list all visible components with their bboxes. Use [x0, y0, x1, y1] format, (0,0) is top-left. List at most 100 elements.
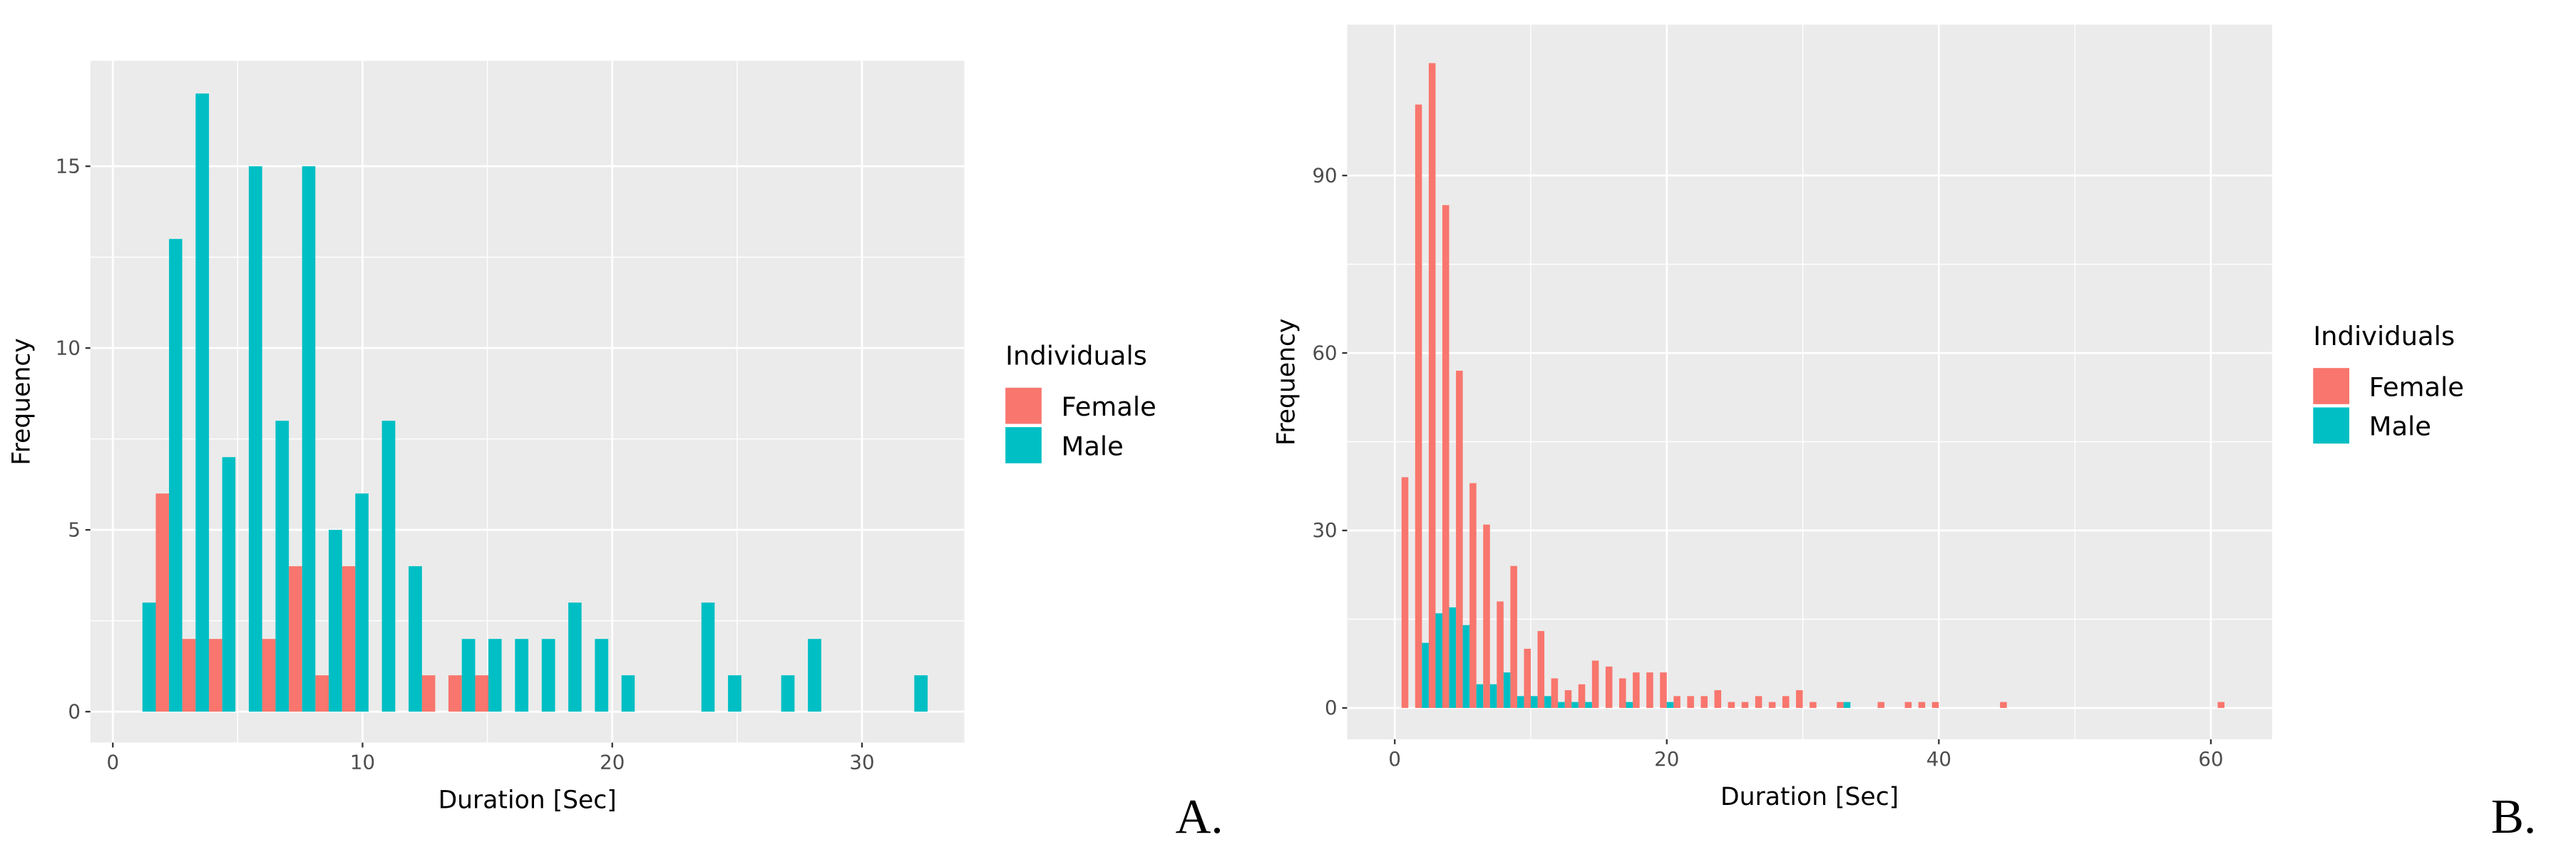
bar: [1605, 666, 1613, 708]
legend-label: Female: [1062, 391, 1156, 422]
legend-label: Male: [2369, 411, 2431, 442]
y-axis-title: Frequency: [7, 338, 36, 465]
bar: [155, 493, 170, 712]
bar: [1591, 660, 1599, 708]
legend-key: [2313, 407, 2350, 444]
bar: [1755, 696, 1762, 708]
bar: [169, 239, 183, 712]
bar: [1524, 648, 1531, 708]
legend-title: Individuals: [1005, 341, 1147, 371]
bar: [808, 639, 821, 712]
bar: [1837, 702, 1844, 708]
y-tick-label: 10: [56, 336, 81, 359]
x-tick-label: 40: [1926, 747, 1951, 771]
bar: [1530, 696, 1538, 708]
bar: [1456, 370, 1463, 708]
y-tick-label: 15: [56, 154, 81, 178]
bar: [409, 566, 422, 712]
bar: [1428, 63, 1436, 708]
bar: [1660, 672, 1667, 708]
bar: [275, 421, 289, 712]
bar: [355, 493, 369, 712]
y-tick-label: 0: [1325, 696, 1338, 719]
bar: [1497, 601, 1504, 708]
bar: [475, 675, 489, 712]
bar: [1571, 702, 1579, 708]
bar: [701, 602, 715, 712]
bar: [2217, 702, 2225, 708]
bar: [1537, 631, 1545, 708]
legend-label: Female: [2369, 371, 2464, 402]
x-tick-label: 0: [1388, 747, 1401, 771]
bar: [1714, 690, 1722, 708]
bar: [1843, 702, 1851, 708]
chart: 0 30 60 90 0 20 40 60 Female Male Individuals Durat…: [1273, 24, 2536, 843]
bar: [541, 639, 555, 712]
bar: [1401, 477, 1409, 708]
bar: [195, 93, 210, 712]
bar: [209, 639, 222, 712]
bar: [142, 602, 156, 712]
bar: [1918, 702, 1926, 708]
bar: [1796, 690, 1803, 708]
bar: [1741, 702, 1749, 708]
plot-background: [90, 61, 965, 743]
bar: [1626, 702, 1633, 708]
bar: [1449, 607, 1457, 708]
y-tick-label: 90: [1312, 163, 1337, 187]
bar: [329, 530, 342, 712]
bar: [1768, 702, 1776, 708]
x-tick-label: 20: [600, 750, 625, 774]
chart: 0 5 10 15 0 10 20 30 Female Male Individuals Durati…: [7, 61, 1223, 843]
bar: [381, 421, 396, 712]
bar: [421, 675, 436, 712]
bar: [1633, 672, 1640, 708]
bar: [222, 457, 236, 712]
bar: [1585, 702, 1592, 708]
y-axis-title: Frequency: [1273, 319, 1301, 446]
bar: [1422, 642, 1429, 708]
legend-label: Male: [1062, 431, 1124, 461]
bar: [342, 566, 356, 712]
bar: [461, 639, 476, 712]
legend-key: [1005, 427, 1042, 463]
y-tick-label: 30: [1312, 518, 1337, 542]
bar: [1415, 104, 1422, 708]
bar: [1904, 702, 1912, 708]
x-axis-title: Duration [Sec]: [438, 786, 617, 815]
x-tick-label: 20: [1654, 747, 1679, 771]
bar: [1666, 702, 1674, 708]
bar: [515, 639, 529, 712]
bar: [448, 675, 462, 712]
bar: [1558, 702, 1565, 708]
bar: [1810, 702, 1817, 708]
bar: [248, 166, 262, 712]
bar: [1462, 625, 1470, 708]
bar: [595, 639, 609, 712]
bar: [1578, 684, 1586, 708]
bar: [1442, 205, 1449, 708]
bar: [1931, 702, 1939, 708]
panel-label: A.: [1175, 789, 1223, 843]
bar: [728, 675, 742, 712]
legend-key: [1005, 387, 1042, 424]
y-tick-label: 0: [68, 699, 81, 723]
bar: [1483, 524, 1490, 708]
bar: [1503, 672, 1511, 708]
x-tick-label: 0: [106, 750, 119, 774]
bar: [1877, 702, 1885, 708]
x-tick-label: 30: [849, 750, 874, 774]
bar: [262, 639, 276, 712]
bar: [289, 566, 302, 712]
bar: [1673, 696, 1680, 708]
x-axis-title: Duration [Sec]: [1720, 783, 1899, 811]
bar: [1435, 613, 1442, 708]
bar: [914, 675, 928, 712]
bar: [1476, 684, 1484, 708]
bar: [315, 675, 329, 712]
bar: [1544, 696, 1551, 708]
y-tick-label: 60: [1312, 341, 1337, 364]
bar: [568, 602, 582, 712]
bar: [302, 166, 316, 712]
